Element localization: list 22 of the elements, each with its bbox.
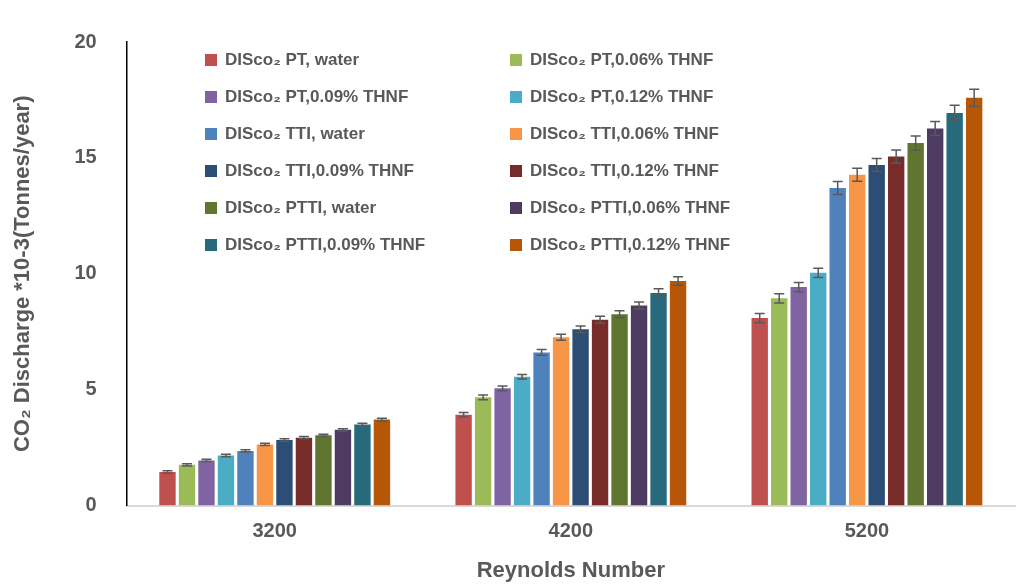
- y-tick-label: 5: [85, 377, 97, 400]
- legend-label: DISco₂ PTTI,0.09% THNF: [225, 234, 426, 255]
- x-tick-label: 4200: [548, 519, 594, 542]
- x-tick-label: 3200: [252, 519, 297, 542]
- legend-label: DISco₂ PTTI, water: [225, 197, 377, 218]
- legend-label: DISco₂ PT, water: [225, 49, 360, 70]
- legend-label: DISco₂ TTI,0.09% THNF: [225, 160, 414, 181]
- legend-label: DISco₂ PTTI,0.06% THNF: [530, 197, 731, 218]
- y-tick-label: 15: [74, 145, 97, 168]
- legend-label: DISco₂ TTI,0.06% THNF: [530, 123, 719, 144]
- y-axis-title: CO₂ Discharge *10-3(Tonnes/year): [9, 95, 35, 453]
- legend-label: DISco₂ PT,0.12% THNF: [530, 86, 714, 107]
- legend-label: DISco₂ TTI,0.12% THNF: [530, 160, 719, 181]
- y-tick-label: 10: [74, 261, 97, 284]
- legend-label: DISco₂ TTI, water: [225, 123, 365, 144]
- legend-label: DISco₂ PTTI,0.12% THNF: [530, 234, 731, 255]
- y-tick-label: 0: [85, 493, 97, 516]
- legend-label: DISco₂ PT,0.06% THNF: [530, 49, 714, 70]
- x-tick-label: 5200: [844, 519, 890, 542]
- legend-label: DISco₂ PT,0.09% THNF: [225, 86, 409, 107]
- x-axis-title: Reynolds Number: [476, 556, 666, 582]
- y-tick-label: 20: [74, 29, 97, 52]
